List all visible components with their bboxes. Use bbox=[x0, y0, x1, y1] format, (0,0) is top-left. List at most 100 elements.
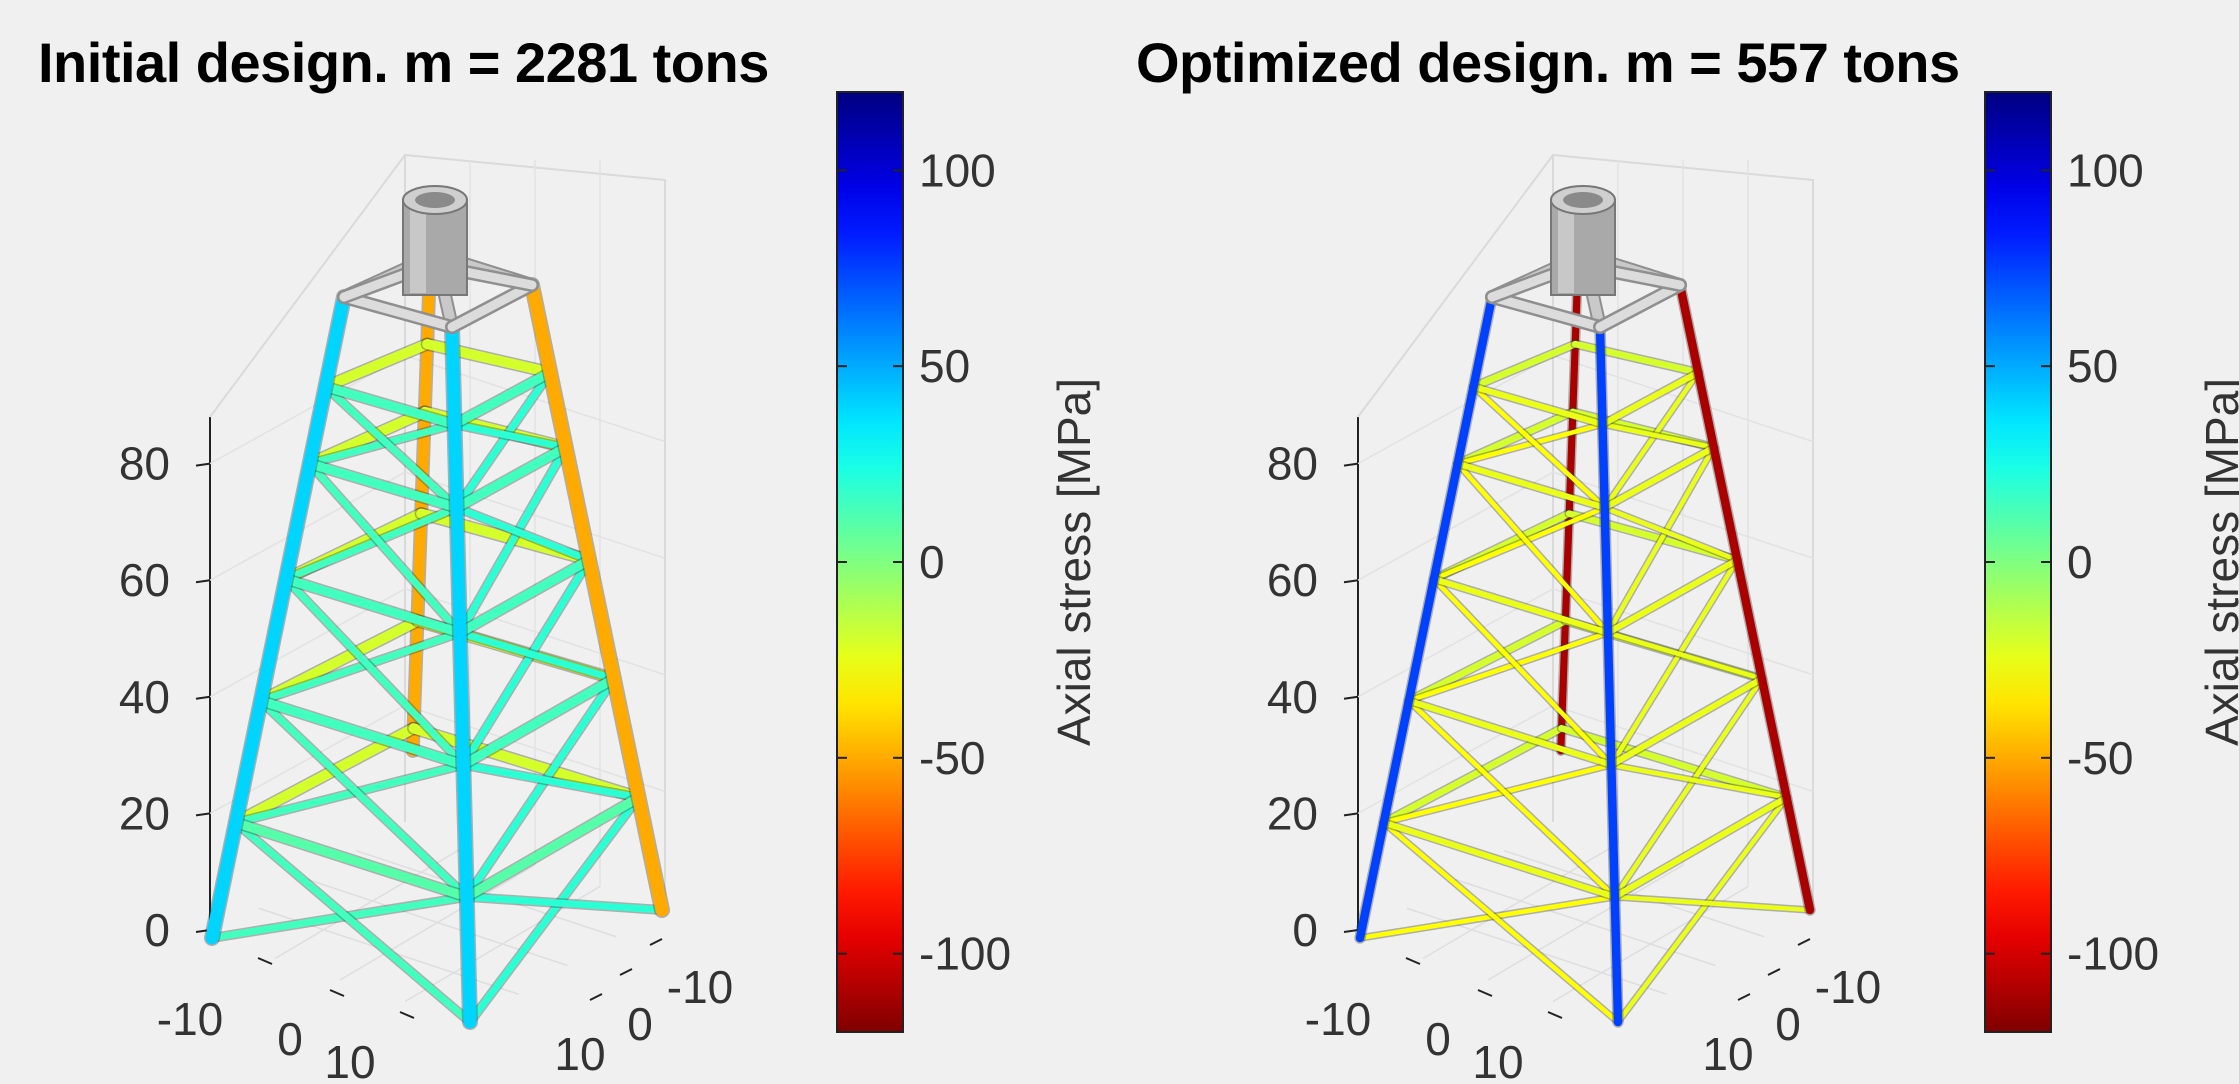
x-tick bbox=[1477, 989, 1493, 997]
brace-horizontal-back bbox=[1565, 510, 1741, 564]
transition-ring bbox=[1487, 292, 1605, 332]
z-tick bbox=[1343, 695, 1359, 700]
grid-line bbox=[339, 864, 536, 981]
colorbar-label: Axial stress [MPa] bbox=[1048, 378, 1100, 746]
z-tick bbox=[195, 579, 211, 584]
y-tick-label: -10 bbox=[667, 961, 733, 1013]
brace-x-left bbox=[1406, 630, 1611, 704]
y-tick-label: 0 bbox=[627, 998, 653, 1050]
colorbar-tick-label: 0 bbox=[2067, 536, 2093, 588]
colorbar-tick-label: 0 bbox=[919, 536, 945, 588]
brace-horizontal-front bbox=[305, 459, 462, 513]
colorbar-label: Axial stress [MPa] bbox=[2196, 378, 2239, 746]
brace-x-right bbox=[459, 556, 593, 769]
leg-left bbox=[1355, 292, 1497, 943]
x-tick bbox=[1547, 1011, 1563, 1019]
y-tick bbox=[1737, 993, 1751, 1001]
brace-horizontal-front bbox=[452, 443, 571, 513]
brace-horizontal-back bbox=[1405, 617, 1569, 705]
z-tick bbox=[195, 695, 211, 700]
brace-x-left bbox=[1431, 505, 1607, 582]
brace-x-right bbox=[1612, 894, 1813, 913]
brace-x-right bbox=[1605, 445, 1717, 636]
brace-x-right bbox=[463, 893, 666, 914]
brace-x-left bbox=[1471, 384, 1607, 510]
brace-x-left bbox=[208, 893, 471, 942]
colorbar-tick-label: 50 bbox=[919, 340, 970, 392]
brace-x-left bbox=[232, 761, 467, 827]
chart-title: Initial design. m = 2281 tons bbox=[38, 31, 769, 94]
brace-x-right bbox=[1600, 422, 1717, 450]
brace-x-left bbox=[1406, 698, 1618, 900]
z-tick bbox=[195, 462, 211, 467]
brace-x-left bbox=[1431, 576, 1614, 768]
y-tick-label: -10 bbox=[1815, 961, 1881, 1013]
back-wall bbox=[1357, 154, 1554, 418]
brace-x-left bbox=[306, 460, 464, 637]
grid-line bbox=[1357, 471, 1814, 581]
z-tick bbox=[195, 812, 211, 817]
tower-cylinder-opening bbox=[1563, 192, 1603, 208]
brace-horizontal-front bbox=[1470, 383, 1606, 428]
grid-line bbox=[1357, 587, 1814, 698]
y-tick bbox=[619, 968, 633, 976]
y-tick-label: 0 bbox=[1775, 998, 1801, 1050]
grid-line bbox=[356, 850, 617, 938]
brace-x-right bbox=[463, 675, 618, 901]
brace-x-left bbox=[257, 697, 471, 901]
colorbar-tick-label: -50 bbox=[919, 732, 985, 784]
brace-horizontal-back bbox=[1571, 340, 1702, 376]
z-tick bbox=[1343, 579, 1359, 584]
brace-x-left bbox=[1381, 820, 1621, 1025]
z-tick bbox=[1343, 812, 1359, 817]
brace-x-right bbox=[1612, 676, 1765, 900]
leg-left bbox=[205, 290, 351, 945]
brace-x-left bbox=[232, 819, 474, 1026]
x-tick-label: 0 bbox=[1425, 1013, 1451, 1065]
brace-horizontal-front bbox=[462, 793, 644, 902]
leg-right bbox=[525, 278, 669, 917]
x-tick-label: 0 bbox=[277, 1013, 303, 1065]
brace-x-right bbox=[459, 761, 643, 801]
x-tick bbox=[399, 1011, 415, 1019]
brace-x-right bbox=[1609, 762, 1789, 800]
brace-horizontal-back bbox=[1380, 725, 1565, 826]
colorbar-tick-label: 100 bbox=[2067, 144, 2144, 196]
brace-x-left bbox=[1455, 461, 1611, 636]
brace-x-right bbox=[1605, 630, 1765, 682]
transition-ring bbox=[339, 292, 457, 332]
brace-horizontal-front bbox=[231, 818, 472, 902]
brace-x-right bbox=[1615, 795, 1789, 1025]
brace-horizontal-front bbox=[1380, 819, 1618, 900]
z-tick-label: 0 bbox=[1292, 904, 1318, 956]
x-tick-label: -10 bbox=[1305, 993, 1371, 1045]
initial-design-panel: Initial design. m = 2281 tons 0 20 40 60 80 -… bbox=[0, 0, 1119, 1084]
z-tick bbox=[1343, 929, 1359, 933]
colorbar bbox=[1984, 91, 2052, 1033]
colorbar-tick-label: 100 bbox=[919, 144, 996, 196]
y-tick bbox=[649, 938, 663, 946]
brace-x-left bbox=[282, 504, 461, 583]
brace-x-right bbox=[456, 629, 618, 683]
x-tick-label: 10 bbox=[1472, 1036, 1523, 1079]
x-tick-label: 10 bbox=[324, 1036, 375, 1079]
z-tick-label: 80 bbox=[119, 438, 170, 490]
brace-x-left bbox=[322, 383, 461, 512]
brace-horizontal-back bbox=[1470, 340, 1579, 390]
colorbar-tick-label: -100 bbox=[919, 928, 1011, 980]
brace-x-right bbox=[466, 794, 643, 1026]
colorbar-tick-label: 50 bbox=[2067, 340, 2118, 392]
brace-horizontal-back bbox=[408, 723, 644, 803]
brace-horizontal-front bbox=[1611, 794, 1790, 900]
z-tick-label: 60 bbox=[119, 554, 170, 606]
truss bbox=[1354, 259, 1816, 1028]
chart-title: Optimized design. m = 557 tons bbox=[1136, 31, 1960, 94]
brace-x-right bbox=[456, 444, 570, 637]
brace-horizontal-front bbox=[321, 382, 460, 429]
leg-front bbox=[1595, 322, 1623, 1027]
y-tick-label: 10 bbox=[554, 1028, 605, 1079]
brace-x-left bbox=[282, 575, 467, 769]
transition-ring bbox=[1595, 280, 1685, 332]
